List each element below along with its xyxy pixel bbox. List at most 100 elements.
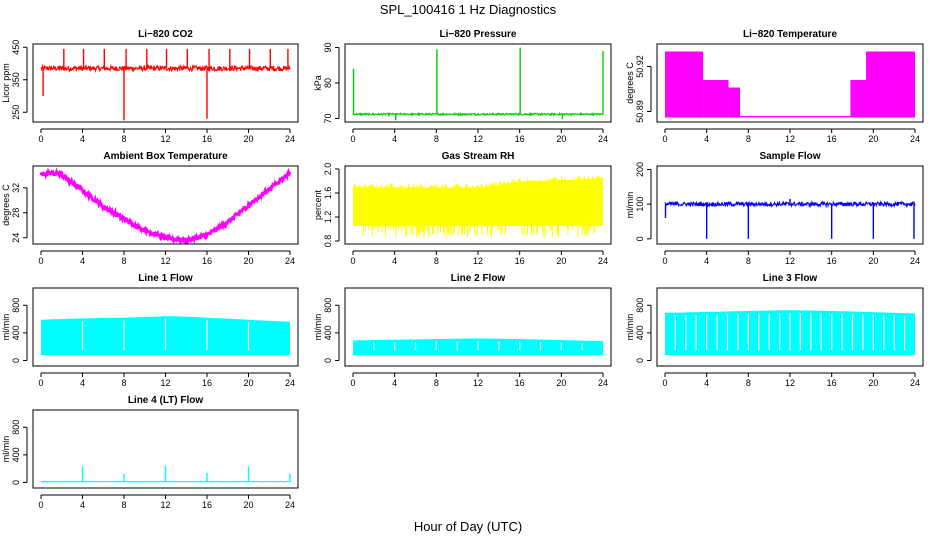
band-segment-1 bbox=[703, 80, 729, 118]
y-tick-label: 250 bbox=[11, 105, 21, 120]
panel-title: Ambient Box Temperature bbox=[103, 151, 228, 162]
panel-title: Line 2 Flow bbox=[451, 273, 506, 284]
x-tick-label: 24 bbox=[285, 256, 295, 266]
x-tick-label: 20 bbox=[243, 134, 253, 144]
y-tick-label: 400 bbox=[11, 325, 21, 340]
x-tick-label: 12 bbox=[473, 378, 483, 388]
plot-frame bbox=[344, 165, 612, 245]
y-tick-label: 24 bbox=[11, 233, 21, 243]
plot-frame bbox=[656, 287, 924, 367]
y-tick-label: 0 bbox=[635, 236, 645, 241]
y-tick-label: 70 bbox=[323, 113, 333, 123]
x-tick-label: 24 bbox=[285, 134, 295, 144]
y-tick-label: 400 bbox=[11, 447, 21, 462]
x-tick-label: 24 bbox=[285, 378, 295, 388]
x-tick-label: 8 bbox=[434, 378, 439, 388]
x-tick-label: 0 bbox=[38, 378, 43, 388]
plot-frame bbox=[656, 165, 924, 245]
plot-area-pressure bbox=[352, 47, 604, 121]
plot-area-line4 bbox=[40, 465, 291, 483]
x-tick-label: 16 bbox=[202, 500, 212, 510]
x-tick-label: 0 bbox=[38, 256, 43, 266]
panel-title: Gas Stream RH bbox=[442, 151, 515, 162]
plot-frame bbox=[32, 287, 299, 367]
x-tick-label: 4 bbox=[80, 378, 85, 388]
panel-title: Li−820 Pressure bbox=[440, 29, 517, 40]
plot-area-sample_flow bbox=[664, 198, 916, 239]
y-tick-label: 0.8 bbox=[323, 235, 333, 248]
y-axis-label: ml/min bbox=[625, 314, 635, 341]
series-line-ambient_temp bbox=[39, 167, 292, 244]
series-line-pressure bbox=[352, 111, 603, 118]
x-tick-label: 4 bbox=[80, 500, 85, 510]
y-tick-label: 100 bbox=[635, 197, 645, 212]
x-tick-label: 12 bbox=[160, 134, 170, 144]
x-tick-label: 12 bbox=[785, 378, 795, 388]
band-segment-5 bbox=[866, 51, 915, 118]
x-tick-label: 12 bbox=[473, 134, 483, 144]
x-tick-label: 20 bbox=[556, 378, 566, 388]
plot-frame bbox=[344, 287, 612, 367]
y-tick-label: 1.6 bbox=[323, 187, 333, 200]
x-tick-label: 8 bbox=[121, 134, 126, 144]
y-tick-label: 1.2 bbox=[323, 211, 333, 224]
y-tick-label: 32 bbox=[11, 183, 21, 193]
x-tick-label: 0 bbox=[662, 134, 667, 144]
panel-title: Li−820 CO2 bbox=[138, 29, 193, 40]
x-tick-label: 20 bbox=[556, 134, 566, 144]
x-tick-label: 8 bbox=[746, 378, 751, 388]
x-tick-label: 16 bbox=[515, 256, 525, 266]
y-axis-label: degrees C bbox=[1, 184, 11, 226]
panel-sample_flow: Sample Flow 0 4 8 12 16 20 24 0 100 200 ml/min bbox=[625, 151, 924, 266]
plot-frame bbox=[32, 409, 299, 489]
x-tick-label: 20 bbox=[868, 378, 878, 388]
y-tick-label: 800 bbox=[11, 298, 21, 313]
x-tick-label: 4 bbox=[80, 256, 85, 266]
x-tick-label: 8 bbox=[746, 256, 751, 266]
y-tick-label: 0 bbox=[11, 358, 21, 363]
y-axis-label: kPa bbox=[313, 75, 323, 91]
y-tick-label: 800 bbox=[323, 298, 333, 313]
y-axis-label: Licor ppm bbox=[1, 63, 11, 103]
y-tick-label: 80 bbox=[323, 78, 333, 88]
x-tick-label: 24 bbox=[910, 378, 920, 388]
panel-ambient_temp: Ambient Box Temperature 0 4 8 12 16 20 24 24 28 32… bbox=[1, 151, 299, 266]
x-tick-label: 0 bbox=[350, 378, 355, 388]
x-tick-label: 24 bbox=[598, 134, 608, 144]
x-tick-label: 16 bbox=[827, 378, 837, 388]
x-tick-label: 12 bbox=[785, 256, 795, 266]
y-tick-label: 90 bbox=[323, 43, 333, 53]
plot-area-line2 bbox=[353, 338, 603, 355]
y-axis-label: percent bbox=[313, 189, 323, 220]
panel-pressure: Li−820 Pressure 0 4 8 12 16 20 24 70 80 90 kPa bbox=[313, 29, 612, 144]
x-tick-label: 4 bbox=[392, 256, 397, 266]
x-tick-label: 8 bbox=[121, 256, 126, 266]
plot-area-rh bbox=[352, 175, 604, 239]
y-axis-label: ml/min bbox=[1, 314, 11, 341]
band-segment-0 bbox=[665, 51, 704, 118]
plot-frame bbox=[32, 43, 299, 123]
band-segment-4 bbox=[850, 80, 867, 118]
y-tick-label: 800 bbox=[635, 298, 645, 313]
figure-title: SPL_100416 1 Hz Diagnostics bbox=[380, 2, 557, 17]
x-tick-label: 4 bbox=[80, 134, 85, 144]
x-tick-label: 0 bbox=[350, 134, 355, 144]
x-tick-label: 16 bbox=[515, 378, 525, 388]
plot-area-ambient_temp bbox=[39, 167, 292, 244]
panel-licor_temp: Li−820 Temperature 0 4 8 12 16 20 24 50.89 50.92d… bbox=[625, 29, 924, 144]
x-tick-label: 20 bbox=[868, 256, 878, 266]
y-axis-label: ml/min bbox=[625, 192, 635, 219]
plot-area-co2 bbox=[40, 48, 291, 121]
x-tick-label: 8 bbox=[434, 134, 439, 144]
x-tick-label: 20 bbox=[868, 134, 878, 144]
plot-area-licor_temp bbox=[665, 51, 915, 118]
x-tick-label: 16 bbox=[515, 134, 525, 144]
x-tick-label: 4 bbox=[392, 378, 397, 388]
